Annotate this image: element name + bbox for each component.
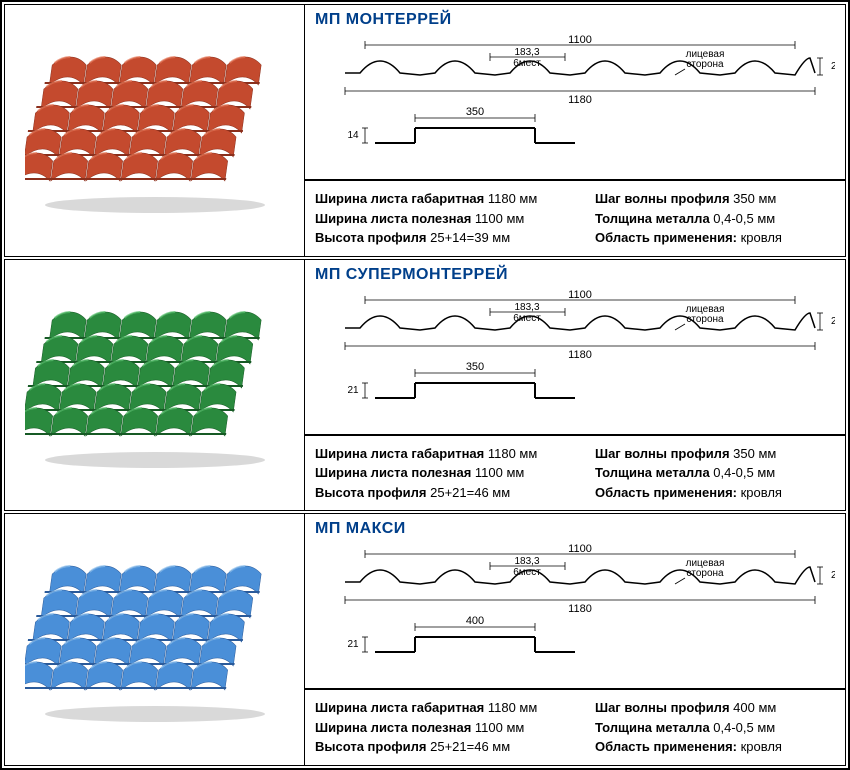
spec-line: Область применения: кровля bbox=[595, 483, 835, 503]
spec-line: Область применения: кровля bbox=[595, 228, 835, 248]
spec-col-right: Шаг волны профиля 350 ммТолщина металла … bbox=[595, 444, 835, 503]
product-specs: Ширина листа габаритная 1180 ммШирина ли… bbox=[305, 435, 845, 511]
svg-text:1100: 1100 bbox=[568, 34, 592, 46]
svg-text:1100: 1100 bbox=[568, 543, 592, 555]
product-title-cell: МП МОНТЕРРЕЙ 1100 183,3 6мест лицевая ст… bbox=[305, 5, 845, 180]
spec-line: Ширина листа полезная 1100 мм bbox=[315, 463, 555, 483]
svg-text:6мест: 6мест bbox=[513, 313, 541, 324]
product-info-cell: МП МОНТЕРРЕЙ 1100 183,3 6мест лицевая ст… bbox=[305, 5, 845, 256]
catalog-wrap: МП МОНТЕРРЕЙ 1100 183,3 6мест лицевая ст… bbox=[0, 0, 850, 770]
svg-text:1180: 1180 bbox=[568, 603, 592, 615]
spec-line: Шаг волны профиля 350 мм bbox=[595, 189, 835, 209]
svg-text:1180: 1180 bbox=[568, 94, 592, 106]
spec-col-left: Ширина листа габаритная 1180 ммШирина ли… bbox=[315, 444, 555, 503]
product-specs: Ширина листа габаритная 1180 ммШирина ли… bbox=[305, 180, 845, 256]
product-image-cell bbox=[5, 514, 305, 765]
spec-line: Высота профиля 25+14=39 мм bbox=[315, 228, 555, 248]
svg-text:350: 350 bbox=[466, 361, 484, 373]
spec-line: Толщина металла 0,4-0,5 мм bbox=[595, 463, 835, 483]
spec-line: Область применения: кровля bbox=[595, 737, 835, 757]
svg-text:1180: 1180 bbox=[568, 349, 592, 361]
product-image-cell bbox=[5, 5, 305, 256]
product-title: МП МАКСИ bbox=[315, 520, 835, 538]
product-specs: Ширина листа габаритная 1180 ммШирина ли… bbox=[305, 689, 845, 765]
svg-text:183,3: 183,3 bbox=[514, 47, 539, 58]
svg-text:25: 25 bbox=[831, 316, 835, 327]
spec-line: Толщина металла 0,4-0,5 мм bbox=[595, 209, 835, 229]
spec-line: Ширина листа полезная 1100 мм bbox=[315, 209, 555, 229]
svg-text:6мест: 6мест bbox=[513, 58, 541, 69]
product-row: МП МАКСИ 1100 183,3 6мест лицевая сторон… bbox=[4, 513, 846, 766]
svg-text:6мест: 6мест bbox=[513, 567, 541, 578]
svg-text:183,3: 183,3 bbox=[514, 302, 539, 313]
product-row: МП МОНТЕРРЕЙ 1100 183,3 6мест лицевая ст… bbox=[4, 4, 846, 257]
spec-col-left: Ширина листа габаритная 1180 ммШирина ли… bbox=[315, 698, 555, 757]
product-title-cell: МП МАКСИ 1100 183,3 6мест лицевая сторон… bbox=[305, 514, 845, 689]
spec-line: Высота профиля 25+21=46 мм bbox=[315, 483, 555, 503]
spec-line: Ширина листа габаритная 1180 мм bbox=[315, 189, 555, 209]
svg-text:21: 21 bbox=[347, 385, 359, 396]
spec-line: Ширина листа габаритная 1180 мм bbox=[315, 698, 555, 718]
spec-line: Толщина металла 0,4-0,5 мм bbox=[595, 718, 835, 738]
svg-text:25: 25 bbox=[831, 61, 835, 72]
product-row: МП СУПЕРМОНТЕРРЕЙ 1100 183,3 6мест лицев… bbox=[4, 259, 846, 512]
product-title-cell: МП СУПЕРМОНТЕРРЕЙ 1100 183,3 6мест лицев… bbox=[305, 260, 845, 435]
spec-col-right: Шаг волны профиля 400 ммТолщина металла … bbox=[595, 698, 835, 757]
product-title: МП МОНТЕРРЕЙ bbox=[315, 11, 835, 29]
product-title: МП СУПЕРМОНТЕРРЕЙ bbox=[315, 266, 835, 284]
spec-line: Высота профиля 25+21=46 мм bbox=[315, 737, 555, 757]
svg-text:21: 21 bbox=[347, 639, 359, 650]
spec-col-right: Шаг волны профиля 350 ммТолщина металла … bbox=[595, 189, 835, 248]
spec-line: Ширина листа полезная 1100 мм bbox=[315, 718, 555, 738]
spec-line: Шаг волны профиля 350 мм bbox=[595, 444, 835, 464]
product-info-cell: МП СУПЕРМОНТЕРРЕЙ 1100 183,3 6мест лицев… bbox=[305, 260, 845, 511]
svg-text:183,3: 183,3 bbox=[514, 556, 539, 567]
svg-text:25: 25 bbox=[831, 570, 835, 581]
svg-text:400: 400 bbox=[466, 615, 484, 627]
svg-text:14: 14 bbox=[347, 130, 359, 141]
svg-text:1100: 1100 bbox=[568, 289, 592, 301]
product-info-cell: МП МАКСИ 1100 183,3 6мест лицевая сторон… bbox=[305, 514, 845, 765]
spec-line: Ширина листа габаритная 1180 мм bbox=[315, 444, 555, 464]
spec-col-left: Ширина листа габаритная 1180 ммШирина ли… bbox=[315, 189, 555, 248]
spec-line: Шаг волны профиля 400 мм bbox=[595, 698, 835, 718]
product-image-cell bbox=[5, 260, 305, 511]
svg-text:350: 350 bbox=[466, 106, 484, 118]
